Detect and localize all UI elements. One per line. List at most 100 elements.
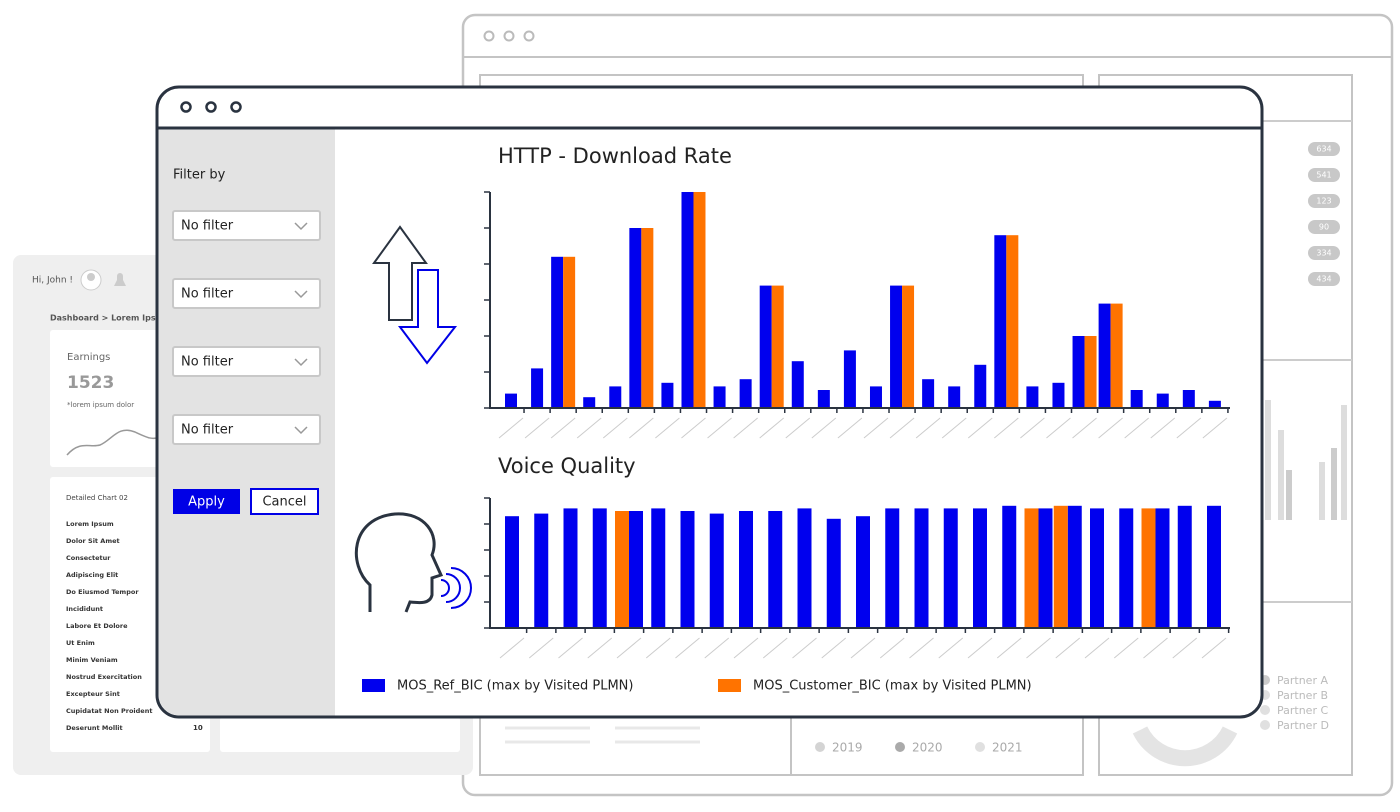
placeholder-lines <box>505 726 700 744</box>
x-label-placeholder <box>850 637 876 659</box>
mini-bar <box>1265 400 1271 520</box>
bar <box>583 397 596 408</box>
x-label-placeholder <box>707 417 732 439</box>
apply-button[interactable] <box>173 489 240 514</box>
x-label-placeholder <box>498 417 524 439</box>
filter-label[interactable]: No filter <box>181 355 234 370</box>
x-label-placeholder <box>681 417 706 439</box>
bar <box>826 518 841 628</box>
card <box>220 717 460 752</box>
badge <box>1308 246 1340 260</box>
detail-item: Minim Veniam <box>66 656 118 664</box>
bar <box>739 379 752 408</box>
badge <box>1308 142 1340 156</box>
x-label-placeholder <box>528 637 554 659</box>
bar <box>641 228 654 408</box>
legend-label: 2021 <box>992 741 1023 755</box>
bar <box>693 192 706 408</box>
badge <box>1308 168 1340 182</box>
x-label-placeholder <box>602 417 628 439</box>
bar <box>1038 508 1053 628</box>
filter-label[interactable]: No filter <box>181 287 234 302</box>
legend-dot <box>1260 705 1270 715</box>
filter-dropdown[interactable] <box>172 414 321 445</box>
legend-dot <box>815 742 825 752</box>
x-label-placeholder <box>1055 637 1081 659</box>
bar <box>973 508 987 628</box>
x-label-placeholder <box>1201 637 1227 659</box>
filter-label[interactable]: No filter <box>181 219 234 234</box>
card-title: Earnings <box>67 352 110 363</box>
bar <box>1067 505 1082 628</box>
detail-item: Do Eiusmod Tempor <box>66 588 139 596</box>
detail-item: Incididunt <box>66 605 103 613</box>
bar <box>817 390 830 408</box>
bar <box>922 379 935 408</box>
filter-dropdown[interactable] <box>172 346 321 377</box>
window-dot <box>503 30 515 42</box>
sparkline <box>66 429 161 456</box>
filter-dropdown[interactable] <box>172 278 321 309</box>
cancel-label[interactable]: Cancel <box>262 495 306 510</box>
bar <box>1182 390 1195 408</box>
x-label-placeholder <box>645 637 671 659</box>
x-label-placeholder <box>524 417 550 439</box>
bar <box>759 285 772 408</box>
bar <box>1208 400 1221 408</box>
legend-label: MOS_Customer_BIC (max by Visited PLMN) <box>753 679 1032 694</box>
bar <box>661 382 674 408</box>
bar <box>1098 303 1111 408</box>
bar <box>709 513 724 628</box>
dropdown-chevron[interactable] <box>294 222 308 231</box>
download-arrow-icon <box>398 269 458 365</box>
x-label-placeholder <box>792 637 817 659</box>
filter-dropdown[interactable] <box>172 210 321 241</box>
window-dot <box>180 101 192 113</box>
x-label-placeholder <box>762 637 788 659</box>
x-label-placeholder <box>704 637 730 659</box>
x-label-placeholder <box>733 637 759 659</box>
bar <box>943 508 958 628</box>
detail-list: Lorem Ipsum Dolor Sit Amet Consectetur Adip… <box>66 520 152 732</box>
badge-label: 634 <box>1316 145 1331 154</box>
detail-item: Excepteur Sint <box>66 690 120 698</box>
legend-dot <box>895 742 905 752</box>
bar <box>885 508 900 628</box>
bar <box>592 508 607 628</box>
x-label-placeholder <box>1202 417 1228 439</box>
detail-item: Consectetur <box>66 554 111 562</box>
badge-label: 541 <box>1316 171 1331 180</box>
bar <box>680 511 695 628</box>
dropdown-chevron[interactable] <box>294 290 308 299</box>
bar <box>609 386 622 408</box>
bar <box>797 508 812 628</box>
sound-waves <box>440 567 472 609</box>
dropdown-chevron[interactable] <box>294 358 308 367</box>
bar <box>629 228 642 408</box>
filter-label[interactable]: No filter <box>181 423 234 438</box>
bar <box>1084 336 1097 408</box>
mini-bar <box>1286 470 1292 520</box>
legend-dot <box>1260 720 1270 730</box>
apply-label[interactable]: Apply <box>188 495 225 510</box>
dropdown-chevron[interactable] <box>294 426 308 435</box>
x-label-placeholder <box>655 417 680 439</box>
x-label-placeholder <box>837 417 863 439</box>
filter-title: Filter by <box>173 168 226 183</box>
badge <box>1308 220 1340 234</box>
bar <box>1156 393 1169 408</box>
x-label-placeholder <box>576 417 602 439</box>
cancel-button[interactable] <box>250 488 319 515</box>
x-label-placeholder <box>616 637 642 659</box>
x-label-placeholder <box>759 417 785 439</box>
x-label-placeholder <box>1150 417 1176 439</box>
card-title: Detailed Chart 02 <box>66 494 128 502</box>
bar <box>1090 508 1104 628</box>
filters: No filter No filter No filter No filter <box>172 210 321 445</box>
bar <box>1024 508 1039 628</box>
x-label-placeholder <box>499 637 525 659</box>
donut <box>1132 726 1238 767</box>
legend-label: Partner A <box>1277 674 1328 687</box>
bar <box>1119 508 1134 628</box>
